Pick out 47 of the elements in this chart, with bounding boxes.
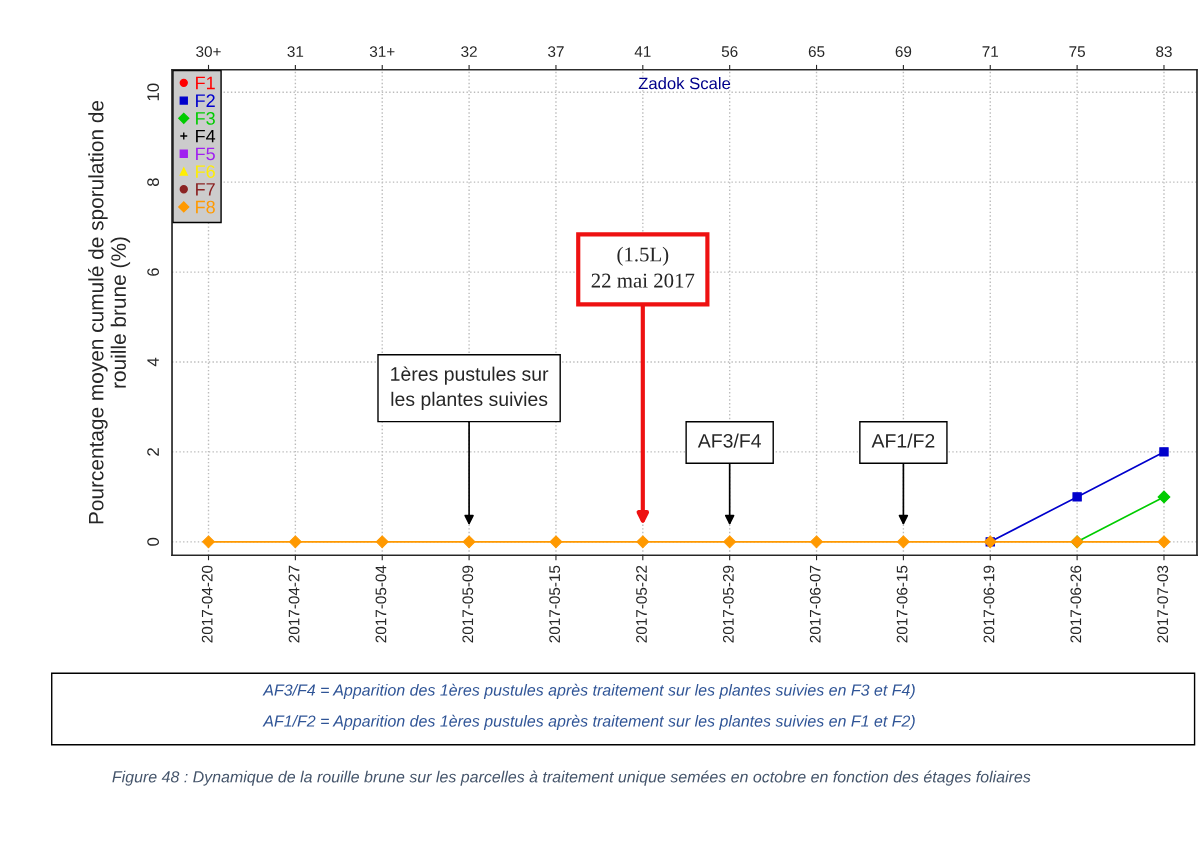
text: 83 [1156,46,1172,57]
y-axis-title: Pourcentage moyen cumulé de sporulation de rouille brune (%) [88,100,131,524]
x-tick-label: 2017-05-15 [549,565,561,643]
x-tick-label: 2017-05-29 [722,565,734,643]
x-tick-label: 2017-04-20 [201,565,213,643]
y-tick-label: 2 [147,448,159,456]
y-tick-label: 6 [147,268,160,276]
x-tick-label: 2017-05-04 [375,565,387,643]
x2-axis-title: Zadok Scale [638,77,731,90]
legend-label: F2 [196,94,215,107]
y-tick-label: 0 [147,537,160,546]
y-tick-label: 8 [147,178,160,187]
caption: Figure 48 : Dynamique de la rouille brune sur les parcelles à traitement unique semées en octobre en fonction des étages foliaires [112,770,1031,786]
x-tick-label: 2017-05-22 [636,565,647,643]
text: AF3/F4 = Apparition des 1ères pustules après traitement sur les plantes suivies en F3 et F4) [262,683,915,699]
x-tick-label: 2017-06-19 [983,565,995,643]
text: 31+ [369,46,395,57]
y-tick-label: 4 [147,357,159,367]
text: 30+ [196,46,221,57]
legend-label: F6 [196,165,215,178]
y-tick-label: 10 [147,83,160,101]
annotation: AF3/F4 [697,433,761,448]
legend-label: F7 [196,183,215,196]
x-tick-label: 2017-06-07 [809,565,821,643]
legend-label: F8 [196,200,215,214]
text: 37 [548,46,564,57]
text: 71 [982,46,999,57]
annotation: 1ères pustules sur les plantes suivies [391,366,549,410]
text: 32 [461,46,477,57]
x-tick-label: 2017-05-09 [462,565,474,643]
annotation: (1.5L) 22 mai 2017 [591,246,695,288]
text: 75 [1069,46,1085,57]
text: 56 [721,46,738,57]
text: 31 [287,46,304,57]
legend-label: F4 [196,129,216,143]
annotation: AF1/F2 [871,433,935,448]
text: 69 [895,46,912,57]
text: 41 [634,46,651,57]
text: AF1/F2 = Apparition des 1ères pustules après traitement sur les plantes suivies en F1 et F2) [262,714,915,730]
x-tick-label: 2017-04-27 [288,565,300,643]
x-tick-label: 2017-06-26 [1070,565,1082,643]
x-tick-label: 2017-07-03 [1157,565,1169,643]
x-tick-label: 2017-06-15 [896,565,908,643]
legend-label: F3 [196,112,215,125]
legend-label: F5 [196,147,215,161]
text: 65 [808,46,825,57]
legend-label: F1 [196,76,215,90]
